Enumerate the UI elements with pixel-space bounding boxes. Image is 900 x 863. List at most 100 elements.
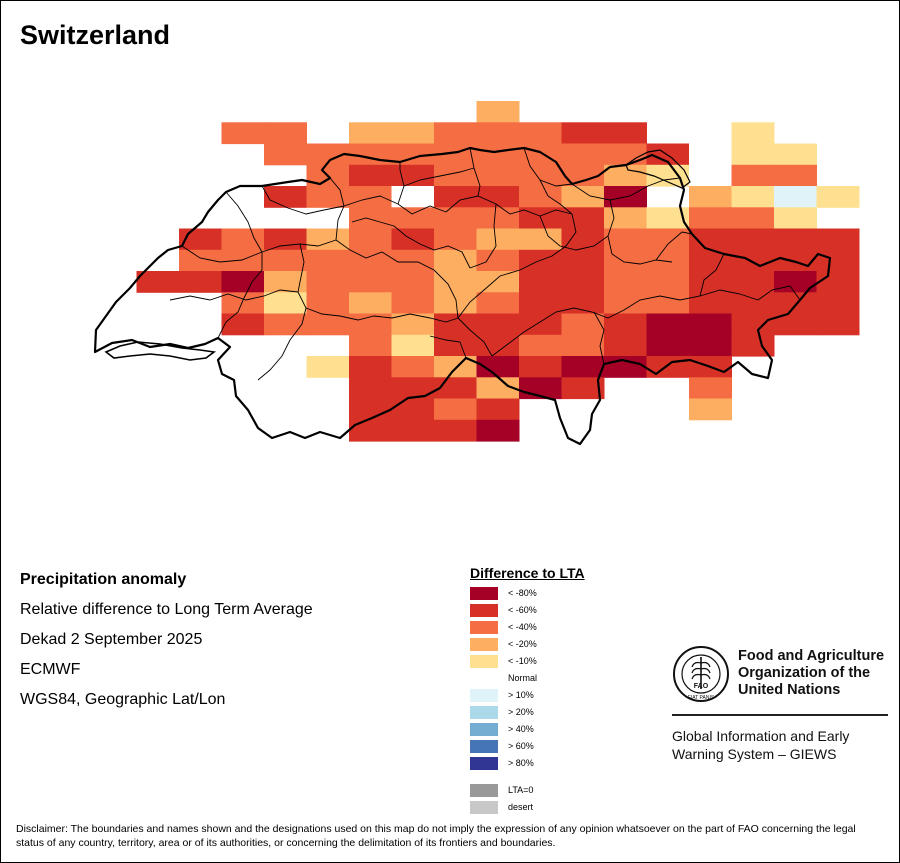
map-title: Switzerland bbox=[20, 20, 171, 50]
grid-cell bbox=[561, 313, 605, 336]
grid-cell bbox=[689, 334, 732, 357]
grid-cell bbox=[264, 271, 307, 293]
grid-cell bbox=[519, 334, 562, 357]
legend-label: > 80% bbox=[508, 758, 534, 768]
grid-cell bbox=[434, 334, 477, 357]
grid-cell bbox=[646, 207, 690, 230]
grid-cell bbox=[731, 249, 775, 272]
legend-extra-label: desert bbox=[508, 802, 534, 812]
info-line-source: ECMWF bbox=[20, 661, 81, 678]
grid-cell bbox=[604, 164, 647, 187]
grid-cell bbox=[689, 186, 732, 208]
grid-cell bbox=[349, 377, 392, 400]
legend-extra-item: desert bbox=[470, 799, 585, 816]
grid-cell bbox=[434, 356, 477, 378]
legend-title: Difference to LTA bbox=[470, 565, 585, 581]
grid-cell bbox=[561, 207, 605, 230]
fao-org-line-3: United Nations bbox=[738, 682, 841, 698]
grid-cell bbox=[434, 207, 477, 230]
legend-item: < -60% bbox=[470, 602, 585, 619]
grid-cell bbox=[604, 313, 647, 336]
boundaries bbox=[93, 146, 832, 446]
grid-cell bbox=[816, 228, 860, 251]
grid-cell bbox=[604, 249, 647, 272]
fao-logo-text: FAO bbox=[694, 683, 709, 690]
grid-cell bbox=[731, 228, 775, 251]
grid-cell bbox=[774, 186, 817, 208]
grid-cell bbox=[221, 271, 265, 293]
grid-cell bbox=[349, 292, 392, 315]
grid-cell bbox=[774, 143, 817, 166]
grid-cell bbox=[349, 122, 392, 145]
grid-cell bbox=[689, 207, 732, 230]
legend-item: < -10% bbox=[470, 653, 585, 670]
grid-cell bbox=[349, 228, 392, 251]
grid-cell bbox=[646, 164, 690, 187]
grid-cell bbox=[476, 398, 520, 421]
legend-item: > 20% bbox=[470, 704, 585, 721]
legend-swatch bbox=[470, 689, 498, 702]
grid-cell bbox=[264, 143, 307, 166]
grid-cell bbox=[816, 313, 860, 336]
grid-cell bbox=[519, 122, 562, 145]
grid-cell bbox=[434, 122, 477, 145]
fao-org-line-2: Organization of the bbox=[738, 665, 871, 681]
legend-label: < -80% bbox=[508, 588, 537, 598]
legend-extra-item: LTA=0 bbox=[470, 782, 585, 799]
grid-cell bbox=[689, 398, 732, 421]
fao-divider bbox=[672, 714, 888, 716]
grid-cell bbox=[349, 356, 392, 378]
lake-geneva bbox=[104, 341, 217, 361]
grid-cell bbox=[476, 271, 520, 293]
info-heading: Precipitation anomaly bbox=[20, 571, 187, 588]
grid-cell bbox=[306, 186, 350, 208]
grid-cell bbox=[349, 419, 392, 442]
canton-boundaries bbox=[169, 147, 801, 381]
grid-cell bbox=[774, 313, 817, 336]
grid-cell bbox=[561, 271, 605, 293]
grid-cell bbox=[816, 292, 860, 315]
legend-items: < -80% < -60% < -40% < -20% < -10% Normal > 10… bbox=[470, 585, 585, 772]
grid-cell bbox=[221, 249, 265, 272]
grid-cell bbox=[646, 313, 690, 336]
grid-cell bbox=[816, 186, 860, 208]
grid-cell bbox=[689, 249, 732, 272]
info-line-period: Dekad 2 September 2025 bbox=[20, 631, 203, 648]
grid-cell bbox=[306, 356, 350, 378]
grid-cell bbox=[264, 313, 307, 336]
grid-cell bbox=[561, 122, 605, 145]
grid-cell bbox=[391, 271, 435, 293]
info-line-projection: WGS84, Geographic Lat/Lon bbox=[20, 691, 226, 708]
grid-cell bbox=[434, 186, 477, 208]
legend-swatch bbox=[470, 740, 498, 753]
grid-cell bbox=[179, 271, 222, 293]
grid-cell bbox=[264, 186, 307, 208]
grid-cell bbox=[604, 143, 647, 166]
grid-cell bbox=[434, 228, 477, 251]
grid-cell bbox=[391, 377, 435, 400]
grid-cell bbox=[561, 334, 605, 357]
grid-cell bbox=[604, 334, 647, 357]
grid-cell bbox=[264, 292, 307, 315]
grid-cell bbox=[349, 398, 392, 421]
grid-cell bbox=[604, 292, 647, 315]
legend-swatch bbox=[470, 621, 498, 634]
country-border bbox=[93, 146, 832, 446]
grid-cell bbox=[604, 271, 647, 293]
giews-line-2: Warning System – GIEWS bbox=[672, 746, 837, 762]
grid-cell bbox=[476, 356, 520, 378]
grid-cell bbox=[604, 356, 647, 378]
grid-cell bbox=[774, 271, 817, 293]
grid-cell bbox=[519, 271, 562, 293]
grid-cell bbox=[391, 122, 435, 145]
grid-cell bbox=[434, 398, 477, 421]
grid-cell bbox=[306, 292, 350, 315]
grid-cell bbox=[476, 143, 520, 166]
grid-cell bbox=[731, 271, 775, 293]
grid-cell bbox=[349, 271, 392, 293]
grid-cell bbox=[391, 228, 435, 251]
grid-cell bbox=[476, 186, 520, 208]
grid-cell bbox=[731, 186, 775, 208]
grid-cell bbox=[434, 419, 477, 442]
legend-swatch bbox=[470, 672, 498, 685]
